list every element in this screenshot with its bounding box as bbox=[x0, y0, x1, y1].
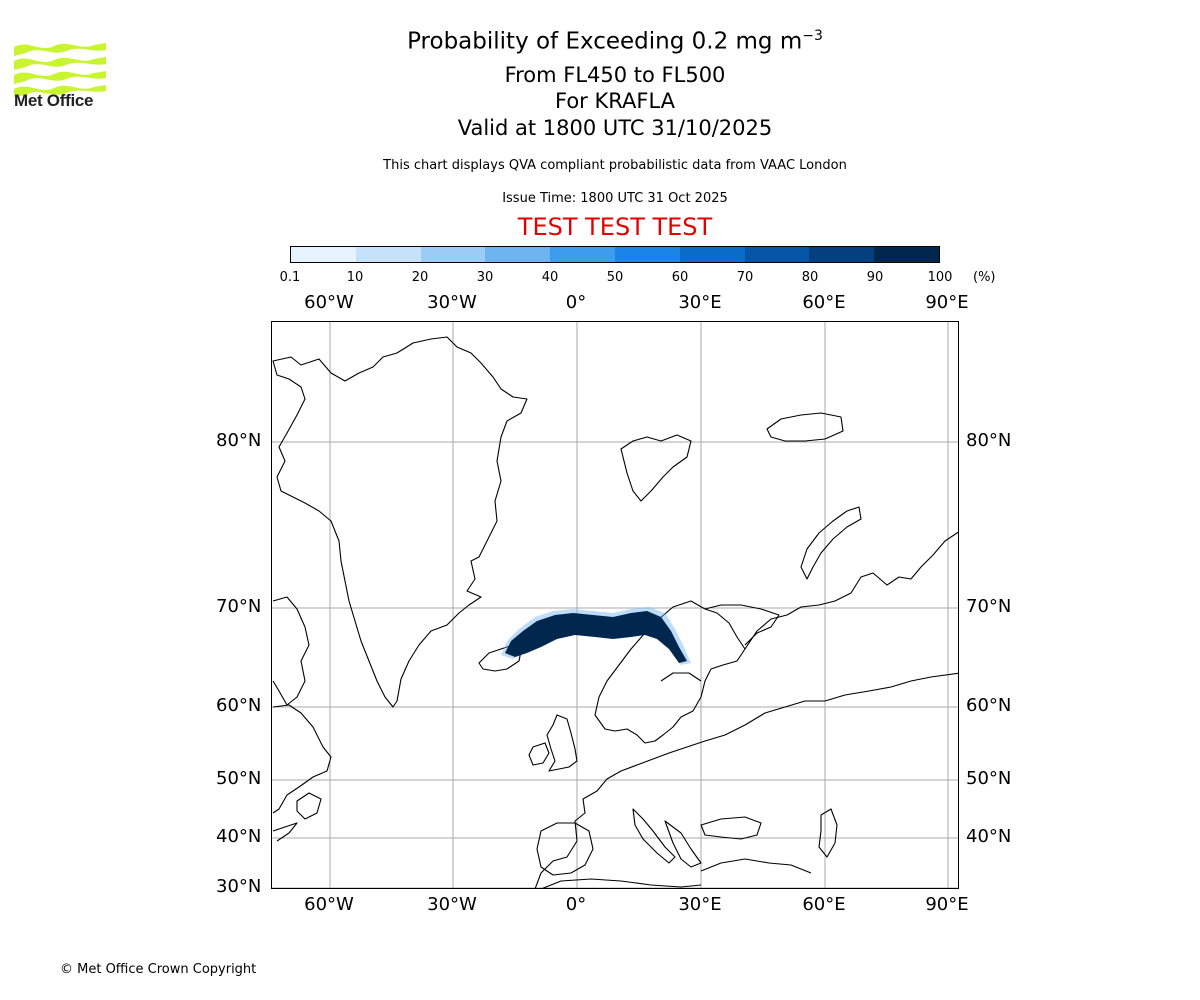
met-office-logo-text: Met Office bbox=[14, 91, 94, 110]
colorbar-tick: 100 bbox=[927, 270, 953, 285]
map-panel[interactable] bbox=[271, 321, 959, 889]
lon-label-bottom: 30°W bbox=[427, 894, 477, 915]
lon-label-top: 30°E bbox=[678, 292, 722, 313]
colorbar-tick: 60 bbox=[671, 270, 689, 285]
caspian-coast bbox=[818, 808, 838, 858]
lat-label-left: 30°N bbox=[216, 876, 262, 897]
franz-josef-land-coast bbox=[766, 412, 844, 442]
lat-label-right: 60°N bbox=[966, 695, 1012, 716]
great-britain-coast bbox=[546, 714, 578, 772]
lon-label-bottom: 0° bbox=[565, 894, 587, 915]
north-africa-coast bbox=[542, 878, 702, 888]
title-superscript: −3 bbox=[802, 28, 823, 44]
lon-label-bottom: 90°E bbox=[925, 894, 969, 915]
colorbar-bin-1 bbox=[355, 247, 421, 262]
issue-time: Issue Time: 1800 UTC 31 Oct 2025 bbox=[502, 191, 728, 206]
lat-label-left: 50°N bbox=[216, 768, 262, 789]
greenland-coast bbox=[272, 336, 528, 708]
russia-arctic-coast bbox=[744, 531, 958, 650]
lon-label-top: 30°W bbox=[427, 292, 477, 313]
lat-label-right: 40°N bbox=[966, 826, 1012, 847]
colorbar-tick: 0.1 bbox=[279, 270, 301, 285]
coastlines bbox=[272, 336, 958, 888]
lon-label-bottom: 60°E bbox=[802, 894, 846, 915]
lon-label-top: 0° bbox=[565, 292, 587, 313]
colorbar-bin-7 bbox=[744, 247, 810, 262]
iberia-coast bbox=[536, 822, 594, 876]
greece-balkans-coast bbox=[664, 820, 702, 868]
chart-title: Probability of Exceeding 0.2 mg m−3 bbox=[0, 28, 1200, 55]
colorbar-tick: 30 bbox=[476, 270, 494, 285]
nova-scotia-coast bbox=[272, 822, 298, 842]
colorbar-tick: 80 bbox=[801, 270, 819, 285]
colorbar-tick: 20 bbox=[411, 270, 429, 285]
colorbar-bin-3 bbox=[485, 247, 551, 262]
italy-coast bbox=[632, 808, 676, 864]
met-office-logo-icon bbox=[14, 43, 106, 97]
colorbar-tick: 70 bbox=[736, 270, 754, 285]
title-text: Probability of Exceeding 0.2 mg m bbox=[407, 28, 803, 55]
subtitle: This chart displays QVA compliant probab… bbox=[383, 158, 847, 173]
scandinavia-coast bbox=[594, 600, 746, 744]
lat-label-right: 80°N bbox=[966, 430, 1012, 451]
svalbard-coast bbox=[620, 434, 692, 502]
lon-label-bottom: 60°W bbox=[304, 894, 354, 915]
lat-label-right: 70°N bbox=[966, 596, 1012, 617]
iceland-coast bbox=[478, 644, 522, 672]
lat-label-right: 50°N bbox=[966, 768, 1012, 789]
kola-white-sea-coast bbox=[704, 604, 780, 646]
lon-label-top: 60°E bbox=[802, 292, 846, 313]
lat-label-left: 70°N bbox=[216, 596, 262, 617]
lon-label-top: 60°W bbox=[304, 292, 354, 313]
colorbar-tick: 40 bbox=[541, 270, 559, 285]
anatolia-coast bbox=[700, 858, 812, 874]
ash-plume bbox=[501, 607, 691, 665]
ireland-coast bbox=[528, 742, 550, 766]
colorbar-tick: 90 bbox=[866, 270, 884, 285]
colorbar-bin-2 bbox=[420, 247, 486, 262]
colorbar-bin-5 bbox=[614, 247, 680, 262]
volcano-name: For KRAFLA bbox=[555, 89, 675, 113]
newfoundland-coast bbox=[296, 792, 322, 820]
novaya-zemlya-coast bbox=[800, 506, 862, 580]
lat-label-left: 80°N bbox=[216, 430, 262, 451]
colorbar-bin-4 bbox=[550, 247, 615, 262]
colorbar-bin-9 bbox=[874, 247, 939, 262]
colorbar-bin-0 bbox=[291, 247, 356, 262]
test-banner: TEST TEST TEST bbox=[517, 213, 713, 241]
copyright-notice: © Met Office Crown Copyright bbox=[60, 962, 257, 977]
map-canvas bbox=[272, 322, 958, 888]
lon-label-bottom: 30°E bbox=[678, 894, 722, 915]
colorbar-tick: 10 bbox=[346, 270, 364, 285]
baffin-coast bbox=[272, 596, 310, 706]
baltic-finland-coast bbox=[660, 672, 702, 682]
colorbar-unit: (%) bbox=[973, 270, 996, 285]
labrador-coast bbox=[272, 704, 332, 814]
colorbar bbox=[290, 246, 940, 263]
gridlines bbox=[272, 322, 958, 888]
valid-time: Valid at 1800 UTC 31/10/2025 bbox=[457, 116, 773, 140]
black-sea-coast bbox=[700, 816, 762, 840]
europe-coast bbox=[534, 672, 958, 888]
colorbar-bin-8 bbox=[809, 247, 875, 262]
colorbar-tick: 50 bbox=[606, 270, 624, 285]
lon-label-top: 90°E bbox=[925, 292, 969, 313]
lat-label-left: 60°N bbox=[216, 695, 262, 716]
colorbar-bin-6 bbox=[679, 247, 745, 262]
lat-label-left: 40°N bbox=[216, 826, 262, 847]
level-range: From FL450 to FL500 bbox=[504, 63, 726, 87]
